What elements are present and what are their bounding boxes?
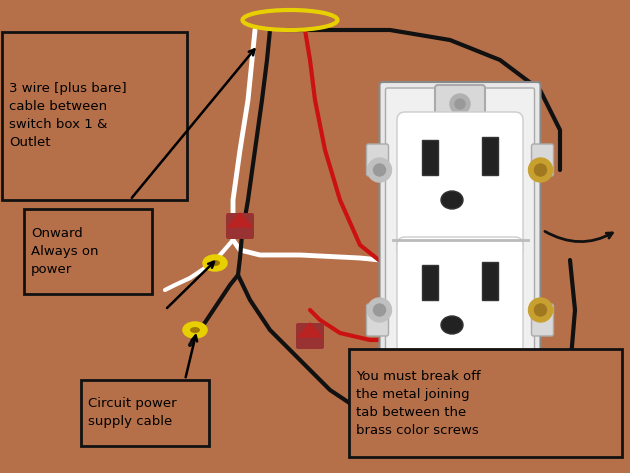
Ellipse shape <box>184 323 206 337</box>
Circle shape <box>455 369 465 379</box>
Circle shape <box>374 164 386 176</box>
FancyBboxPatch shape <box>24 210 152 294</box>
Circle shape <box>374 304 386 316</box>
FancyBboxPatch shape <box>2 32 187 200</box>
Circle shape <box>450 364 470 384</box>
Polygon shape <box>298 323 322 337</box>
Text: Onward
Always on
power: Onward Always on power <box>32 228 99 276</box>
Ellipse shape <box>441 316 463 334</box>
Circle shape <box>455 99 465 109</box>
FancyBboxPatch shape <box>296 323 324 349</box>
Circle shape <box>534 164 546 176</box>
FancyBboxPatch shape <box>367 144 389 176</box>
Ellipse shape <box>204 256 226 270</box>
FancyBboxPatch shape <box>379 82 541 398</box>
FancyBboxPatch shape <box>435 85 485 123</box>
FancyBboxPatch shape <box>397 112 523 258</box>
Ellipse shape <box>441 191 463 209</box>
FancyBboxPatch shape <box>532 304 554 336</box>
FancyBboxPatch shape <box>226 213 254 239</box>
Bar <box>422 140 438 175</box>
Bar <box>482 137 498 175</box>
FancyBboxPatch shape <box>348 349 622 457</box>
Text: Circuit power
supply cable: Circuit power supply cable <box>88 397 176 428</box>
Bar <box>482 262 498 300</box>
Text: You must break off
the metal joining
tab between the
brass color screws: You must break off the metal joining tab… <box>356 370 480 437</box>
FancyBboxPatch shape <box>397 237 523 383</box>
Circle shape <box>450 94 470 114</box>
Circle shape <box>450 364 470 384</box>
FancyBboxPatch shape <box>532 144 554 176</box>
FancyBboxPatch shape <box>367 304 389 336</box>
Text: 3 wire [plus bare]
cable between
switch box 1 &
Outlet: 3 wire [plus bare] cable between switch … <box>9 82 127 149</box>
FancyBboxPatch shape <box>386 88 534 392</box>
Circle shape <box>529 158 553 182</box>
Circle shape <box>529 298 553 322</box>
Circle shape <box>534 304 546 316</box>
FancyBboxPatch shape <box>81 380 209 446</box>
Circle shape <box>367 158 391 182</box>
Bar <box>422 265 438 300</box>
Circle shape <box>367 298 391 322</box>
Ellipse shape <box>190 327 200 333</box>
Ellipse shape <box>210 260 220 266</box>
Polygon shape <box>228 213 252 227</box>
FancyBboxPatch shape <box>435 355 485 393</box>
